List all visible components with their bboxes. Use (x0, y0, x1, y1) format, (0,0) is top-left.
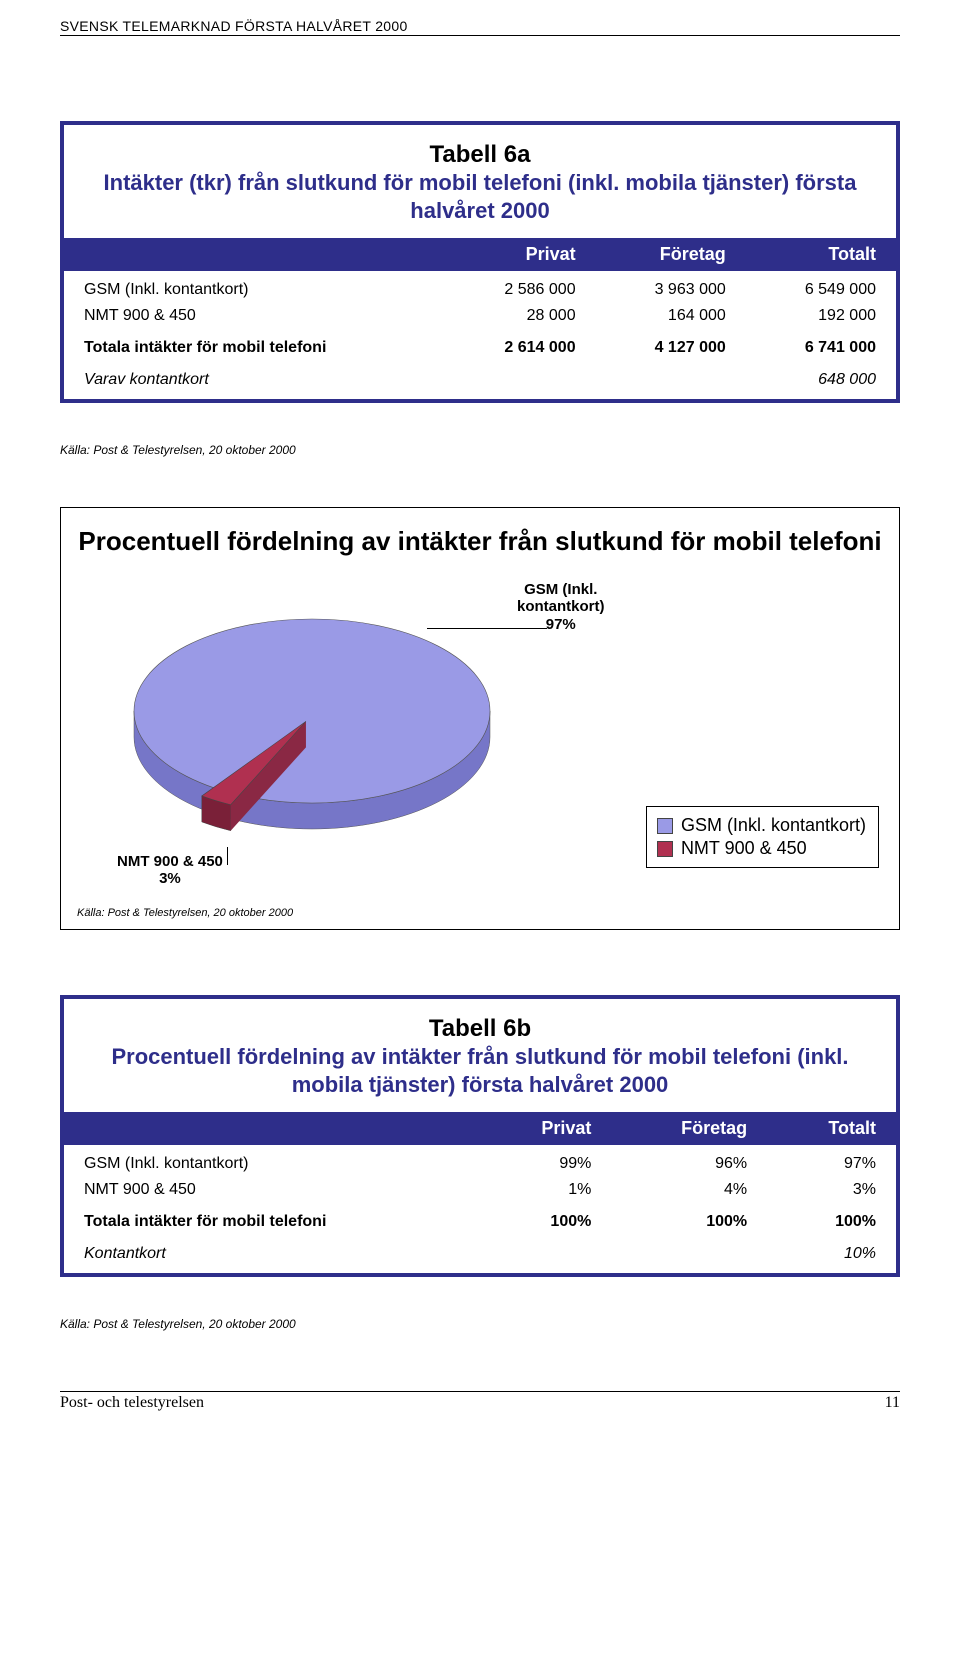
row-gsm-v2: 96% (611, 1145, 767, 1177)
row-varav-label: Varav kontantkort (64, 361, 445, 399)
row-total-v1: 2 614 000 (445, 329, 595, 361)
table-6b-subtitle: Procentuell fördelning av intäkter från … (74, 1043, 886, 1106)
legend-swatch-icon (657, 841, 673, 857)
legend-label: NMT 900 & 450 (681, 838, 807, 859)
row-total-v3: 6 741 000 (746, 329, 896, 361)
col-totalt: Totalt (746, 238, 896, 271)
pie-chart (132, 611, 512, 851)
legend-label: GSM (Inkl. kontantkort) (681, 815, 866, 836)
table-6a: Tabell 6a Intäkter (tkr) från slutkund f… (60, 121, 900, 403)
legend-item: NMT 900 & 450 (657, 838, 866, 859)
row-nmt-label: NMT 900 & 450 (64, 303, 445, 329)
row-gsm-label: GSM (Inkl. kontantkort) (64, 1145, 479, 1177)
row-nmt-v2: 164 000 (596, 303, 746, 329)
legend-swatch-icon (657, 818, 673, 834)
footer-page-number: 11 (885, 1394, 900, 1412)
row-gsm-v1: 99% (479, 1145, 611, 1177)
page-header: SVENSK TELEMARKNAD FÖRSTA HALVÅRET 2000 (60, 18, 900, 36)
row-total-label: Totala intäkter för mobil telefoni (64, 1203, 479, 1235)
row-gsm-label: GSM (Inkl. kontantkort) (64, 271, 445, 303)
row-gsm-v3: 6 549 000 (746, 271, 896, 303)
row-gsm-v1: 2 586 000 (445, 271, 595, 303)
chart-legend: GSM (Inkl. kontantkort) NMT 900 & 450 (646, 806, 879, 868)
chart-source: Källa: Post & Telestyrelsen, 20 oktober … (77, 907, 883, 919)
row-total-v2: 4 127 000 (596, 329, 746, 361)
row-gsm-v2: 3 963 000 (596, 271, 746, 303)
col-foretag: Företag (611, 1112, 767, 1145)
row-kontant-v3: 10% (767, 1235, 896, 1273)
leader-line-icon (427, 628, 547, 629)
table-6a-source: Källa: Post & Telestyrelsen, 20 oktober … (60, 443, 900, 457)
row-nmt-v1: 1% (479, 1177, 611, 1203)
legend-item: GSM (Inkl. kontantkort) (657, 815, 866, 836)
col-totalt: Totalt (767, 1112, 896, 1145)
pie-chart-frame: Procentuell fördelning av intäkter från … (60, 507, 900, 930)
chart-title: Procentuell fördelning av intäkter från … (77, 526, 883, 557)
row-total-label: Totala intäkter för mobil telefoni (64, 329, 445, 361)
table-6b-number: Tabell 6b (74, 1015, 886, 1043)
chart-body: GSM (Inkl. kontantkort) 97% NMT 900 & 45… (77, 571, 883, 901)
row-nmt-v1: 28 000 (445, 303, 595, 329)
row-total-v1: 100% (479, 1203, 611, 1235)
row-nmt-v3: 192 000 (746, 303, 896, 329)
row-nmt-v2: 4% (611, 1177, 767, 1203)
row-total-v2: 100% (611, 1203, 767, 1235)
page-footer: Post- och telestyrelsen 11 (60, 1391, 900, 1412)
pie-label-nmt: NMT 900 & 450 3% (117, 853, 223, 888)
row-nmt-v3: 3% (767, 1177, 896, 1203)
row-gsm-v3: 97% (767, 1145, 896, 1177)
table-6a-subtitle: Intäkter (tkr) från slutkund för mobil t… (74, 169, 886, 232)
pie-label-gsm: GSM (Inkl. kontantkort) 97% (517, 581, 605, 633)
row-nmt-label: NMT 900 & 450 (64, 1177, 479, 1203)
table-6b-source: Källa: Post & Telestyrelsen, 20 oktober … (60, 1317, 900, 1331)
row-kontant-label: Kontantkort (64, 1235, 479, 1273)
row-varav-v3: 648 000 (746, 361, 896, 399)
col-privat: Privat (445, 238, 595, 271)
row-total-v3: 100% (767, 1203, 896, 1235)
col-privat: Privat (479, 1112, 611, 1145)
leader-line-icon (227, 847, 228, 865)
table-6a-number: Tabell 6a (74, 141, 886, 169)
table-6b: Tabell 6b Procentuell fördelning av intä… (60, 995, 900, 1277)
col-foretag: Företag (596, 238, 746, 271)
footer-left: Post- och telestyrelsen (60, 1394, 204, 1412)
